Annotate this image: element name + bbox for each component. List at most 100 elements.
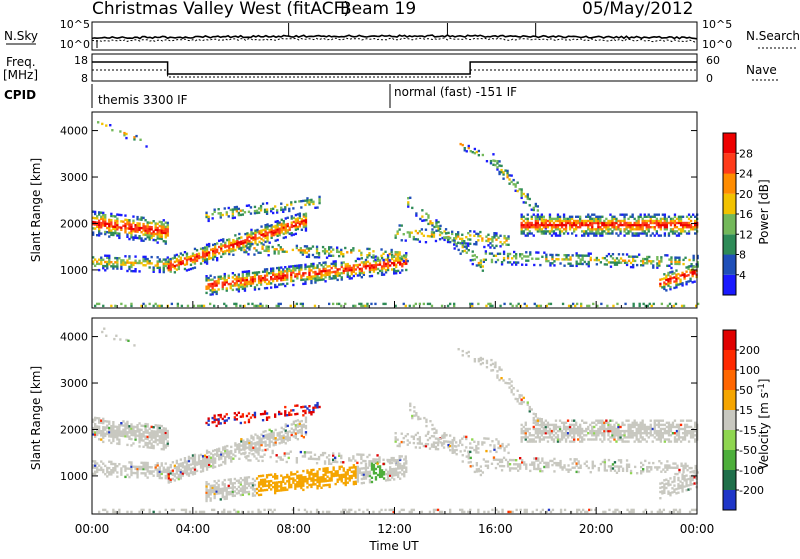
heatmap-cell — [453, 439, 455, 441]
heatmap-cell — [320, 480, 322, 482]
heatmap-cell — [174, 479, 176, 481]
heatmap-cell — [304, 204, 306, 206]
heatmap-cell — [110, 261, 112, 263]
heatmap-cell — [100, 430, 102, 432]
heatmap-cell — [157, 429, 159, 431]
heatmap-cell — [302, 303, 304, 305]
heatmap-cell — [144, 466, 146, 468]
heatmap-cell — [316, 250, 318, 252]
heatmap-cell — [573, 228, 575, 230]
heatmap-cell — [250, 437, 252, 439]
heatmap-cell — [230, 491, 232, 493]
heatmap-cell — [389, 461, 391, 463]
heatmap-cell — [529, 204, 531, 206]
heatmap-cell — [228, 215, 230, 217]
heatmap-cell — [272, 476, 274, 478]
heatmap-cell — [529, 440, 531, 442]
heatmap-cell — [288, 268, 290, 270]
heatmap-cell — [395, 234, 397, 236]
heatmap-cell — [312, 201, 314, 203]
heatmap-cell — [226, 495, 228, 497]
heatmap-cell — [673, 272, 675, 274]
heatmap-cell — [678, 259, 680, 261]
heatmap-cell — [613, 216, 615, 218]
heatmap-cell — [508, 378, 510, 380]
heatmap-cell — [273, 438, 275, 440]
heatmap-cell — [144, 305, 146, 307]
heatmap-cell — [381, 267, 383, 269]
heatmap-cell — [555, 226, 557, 228]
heatmap-cell — [668, 222, 670, 224]
heatmap-cell — [261, 245, 263, 247]
heatmap-cell — [155, 303, 157, 305]
heatmap-cell — [252, 482, 254, 484]
heatmap-cell — [218, 490, 220, 492]
heatmap-cell — [230, 242, 232, 244]
heatmap-cell — [553, 264, 555, 266]
heatmap-cell — [690, 220, 692, 222]
heatmap-cell — [295, 424, 297, 426]
heatmap-cell — [236, 480, 238, 482]
heatmap-cell — [654, 214, 656, 216]
heatmap-cell — [462, 454, 464, 456]
heatmap-cell — [495, 255, 497, 257]
heatmap-cell — [100, 259, 102, 261]
heatmap-cell — [110, 473, 112, 475]
heatmap-cell — [98, 213, 100, 215]
heatmap-cell — [693, 257, 695, 259]
heatmap-cell — [180, 252, 182, 254]
heatmap-cell — [389, 475, 391, 477]
heatmap-cell — [206, 258, 208, 260]
heatmap-cell — [108, 467, 110, 469]
heatmap-cell — [273, 226, 275, 228]
heatmap-cell — [324, 252, 326, 254]
heatmap-cell — [413, 238, 415, 240]
heatmap-cell — [585, 224, 587, 226]
heatmap-cell — [157, 462, 159, 464]
heatmap-cell — [284, 266, 286, 268]
heatmap-cell — [538, 305, 540, 307]
heatmap-cell — [220, 488, 222, 490]
heatmap-cell — [210, 275, 212, 277]
heatmap-cell — [375, 468, 377, 470]
heatmap-cell — [504, 169, 506, 171]
heatmap-cell — [314, 404, 316, 406]
heatmap-cell — [130, 266, 132, 268]
heatmap-cell — [293, 431, 295, 433]
heatmap-cell — [607, 224, 609, 226]
heatmap-cell — [244, 233, 246, 235]
heatmap-cell — [153, 447, 155, 449]
heatmap-cell — [124, 229, 126, 231]
heatmap-cell — [614, 261, 616, 263]
heatmap-cell — [676, 261, 678, 263]
heatmap-cell — [387, 475, 389, 477]
heatmap-cell — [339, 478, 341, 480]
heatmap-cell — [240, 416, 242, 418]
heatmap-cell — [210, 497, 212, 499]
heatmap-cell — [238, 486, 240, 488]
heatmap-cell — [194, 454, 196, 456]
heatmap-cell — [679, 279, 681, 281]
heatmap-cell — [165, 436, 167, 438]
heatmap-cell — [470, 457, 472, 459]
heatmap-cell — [316, 266, 318, 268]
heatmap-cell — [445, 228, 447, 230]
heatmap-cell — [340, 455, 342, 457]
heatmap-cell — [494, 160, 496, 162]
heatmap-cell — [295, 233, 297, 235]
heatmap-cell — [298, 249, 300, 251]
heatmap-cell — [302, 253, 304, 255]
heatmap-cell — [304, 476, 306, 478]
heatmap-cell — [667, 284, 669, 286]
heatmap-cell — [106, 427, 108, 429]
heatmap-cell — [361, 270, 363, 272]
heatmap-cell — [559, 228, 561, 230]
heatmap-cell — [688, 230, 690, 232]
heatmap-cell — [149, 260, 151, 262]
nsky-tick-top: 10^5 — [60, 18, 90, 31]
heatmap-cell — [301, 229, 303, 231]
heatmap-cell — [202, 461, 204, 463]
heatmap-cell — [214, 453, 216, 455]
heatmap-cell — [369, 269, 371, 271]
heatmap-cell — [479, 231, 481, 233]
